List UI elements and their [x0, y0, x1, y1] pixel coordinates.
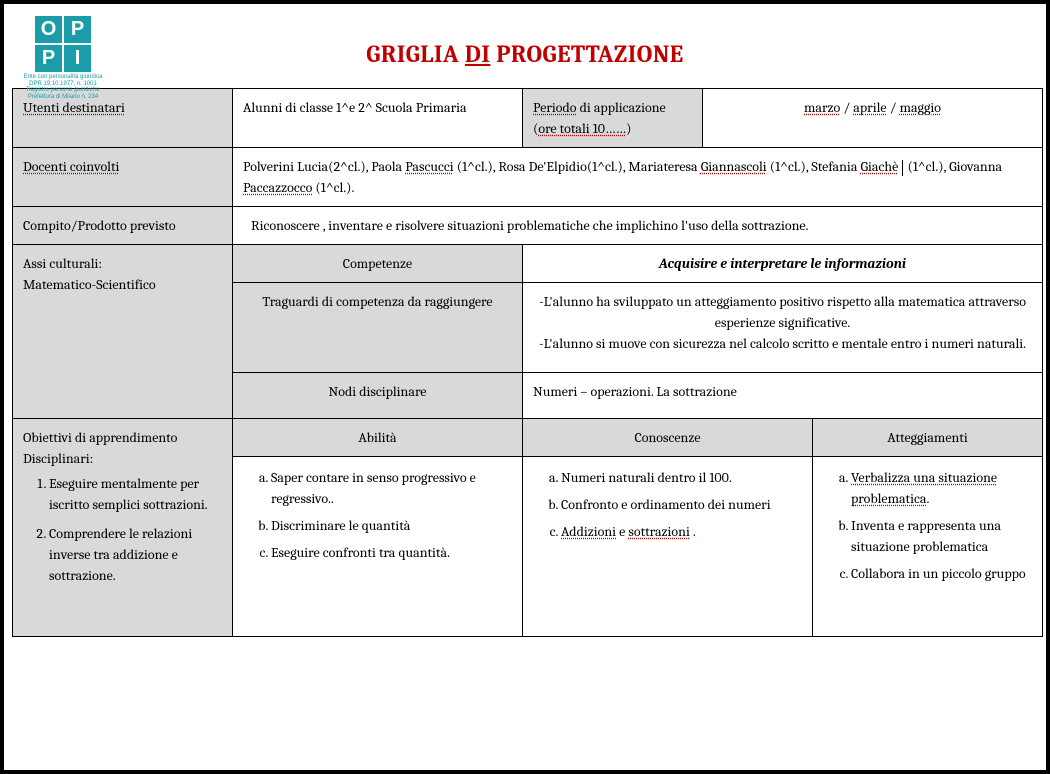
logo-area: O P P I Ente con personalità giuridica D…: [18, 16, 108, 100]
row-competenze: Assi culturali: Matematico-Scientifico C…: [13, 245, 1043, 283]
list-item: Comprendere le relazioni inverse tra add…: [49, 523, 222, 586]
conoscenze-cell: Numeri naturali dentro il 100. Confronto…: [523, 457, 813, 637]
abilita-label: Abilità: [233, 419, 523, 457]
list-item: Discriminare le quantità: [271, 515, 512, 536]
list-item: Confronto e ordinamento dei numeri: [561, 494, 802, 515]
atteggiamenti-cell: Verbalizza una situazione problematica. …: [813, 457, 1043, 637]
logo-subtext: Ente con personalità giuridica DPR 19.10…: [18, 74, 108, 100]
conoscenze-label: Conoscenze: [523, 419, 813, 457]
page-frame: O P P I Ente con personalità giuridica D…: [0, 0, 1050, 774]
list-item: Verbalizza una situazione problematica.: [851, 467, 1032, 509]
atteggiamenti-label: Atteggiamenti: [813, 419, 1043, 457]
obiettivi-list: Eseguire mentalmente per iscritto sempli…: [23, 473, 222, 586]
competenze-label: Competenze: [233, 245, 523, 283]
atteggiamenti-list: Verbalizza una situazione problematica. …: [823, 467, 1032, 584]
abilita-list: Saper contare in senso progressivo e reg…: [243, 467, 512, 563]
docenti-value: Polverini Lucia(2^cl.), Paola Pascucci (…: [233, 148, 1043, 207]
compito-value: Riconoscere , inventare e risolvere situ…: [233, 207, 1043, 245]
list-item: Numeri naturali dentro il 100.: [561, 467, 802, 488]
utenti-value: Alunni di classe 1^e 2^ Scuola Primaria: [233, 89, 523, 148]
list-item: Saper contare in senso progressivo e reg…: [271, 467, 512, 509]
nodi-label: Nodi disciplinare: [233, 373, 523, 419]
page-title: GRIGLIA DI PROGETTAZIONE: [12, 40, 1038, 68]
conoscenze-list: Numeri naturali dentro il 100. Confronto…: [533, 467, 802, 542]
row-utenti: Utenti destinatari Alunni di classe 1^e …: [13, 89, 1043, 148]
list-item: Addizioni e sottrazioni .: [561, 521, 802, 542]
nodi-value: Numeri – operazioni. La sottrazione: [523, 373, 1043, 419]
list-item: Collabora in un piccolo gruppo: [851, 563, 1032, 584]
list-item: Eseguire confronti tra quantità.: [271, 542, 512, 563]
list-item: Eseguire mentalmente per iscritto sempli…: [49, 473, 222, 515]
logo-letter: I: [64, 45, 91, 72]
logo-icon: O P P I: [35, 16, 91, 72]
compito-label: Compito/Prodotto previsto: [13, 207, 233, 245]
row-compito: Compito/Prodotto previsto Riconoscere , …: [13, 207, 1043, 245]
logo-letter: P: [35, 45, 62, 72]
docenti-label: Docenti coinvolti: [13, 148, 233, 207]
row-obj-headers: Obiettivi di apprendimento Disciplinari:…: [13, 419, 1043, 457]
periodo-label: Periodo di applicazione (ore totali 10………: [523, 89, 703, 148]
traguardi-value: -L'alunno ha sviluppato un atteggiamento…: [523, 283, 1043, 373]
logo-letter: O: [35, 16, 62, 43]
list-item: Inventa e rappresenta una situazione pro…: [851, 515, 1032, 557]
traguardi-label: Traguardi di competenza da raggiungere: [233, 283, 523, 373]
periodo-value: marzo / aprile / maggio: [703, 89, 1043, 148]
assi-label: Assi culturali: Matematico-Scientifico: [13, 245, 233, 419]
logo-letter: P: [64, 16, 91, 43]
abilita-cell: Saper contare in senso progressivo e reg…: [233, 457, 523, 637]
row-docenti: Docenti coinvolti Polverini Lucia(2^cl.)…: [13, 148, 1043, 207]
obiettivi-label: Obiettivi di apprendimento Disciplinari:…: [13, 419, 233, 637]
design-grid: Utenti destinatari Alunni di classe 1^e …: [12, 88, 1043, 637]
competenze-value: Acquisire e interpretare le informazioni: [523, 245, 1043, 283]
